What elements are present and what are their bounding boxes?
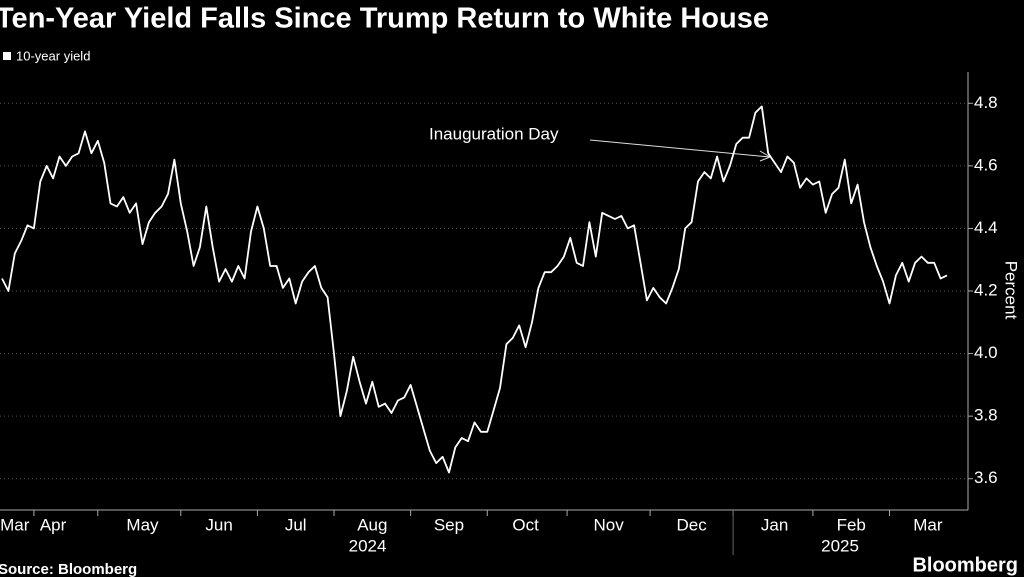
legend-label: 10-year yield xyxy=(16,48,90,63)
x-tick-label: Dec xyxy=(676,515,707,534)
x-tick-label: Oct xyxy=(512,515,539,534)
x-tick-label: Sep xyxy=(434,515,464,534)
y-tick-label: 4.4 xyxy=(974,218,998,237)
y-tick-label: 4.0 xyxy=(974,343,998,362)
y-tick-label: 3.6 xyxy=(974,468,998,487)
annotation: Inauguration Day xyxy=(429,124,559,143)
y-tick-label: 4.6 xyxy=(974,155,998,174)
x-tick-label: Feb xyxy=(837,515,866,534)
x-tick-label: Nov xyxy=(593,515,624,534)
y-tick-label: 4.2 xyxy=(974,280,998,299)
year-label: 2025 xyxy=(821,536,859,555)
y-axis-label: Percent xyxy=(1002,261,1021,320)
x-tick-label: May xyxy=(126,515,159,534)
x-tick-label: Apr xyxy=(40,515,67,534)
annotation-arrow xyxy=(589,139,771,158)
x-tick-label: Aug xyxy=(357,515,387,534)
x-tick-label: Jul xyxy=(285,515,307,534)
year-label: 2024 xyxy=(349,536,387,555)
x-tick-label: Jan xyxy=(761,515,788,534)
chart-title: Ten-Year Yield Falls Since Trump Return … xyxy=(0,3,769,35)
brand: Bloomberg xyxy=(912,554,1018,576)
y-tick-label: 4.8 xyxy=(974,93,998,112)
x-tick-label: Mar xyxy=(913,515,943,534)
line xyxy=(1,105,948,474)
legend-swatch xyxy=(3,52,11,60)
x-tick-label: Mar xyxy=(0,515,30,534)
x-tick-label: Jun xyxy=(205,515,232,534)
source: Source: Bloomberg xyxy=(0,561,137,577)
annotation-arrowhead xyxy=(759,150,771,162)
y-tick-label: 3.8 xyxy=(974,406,998,425)
